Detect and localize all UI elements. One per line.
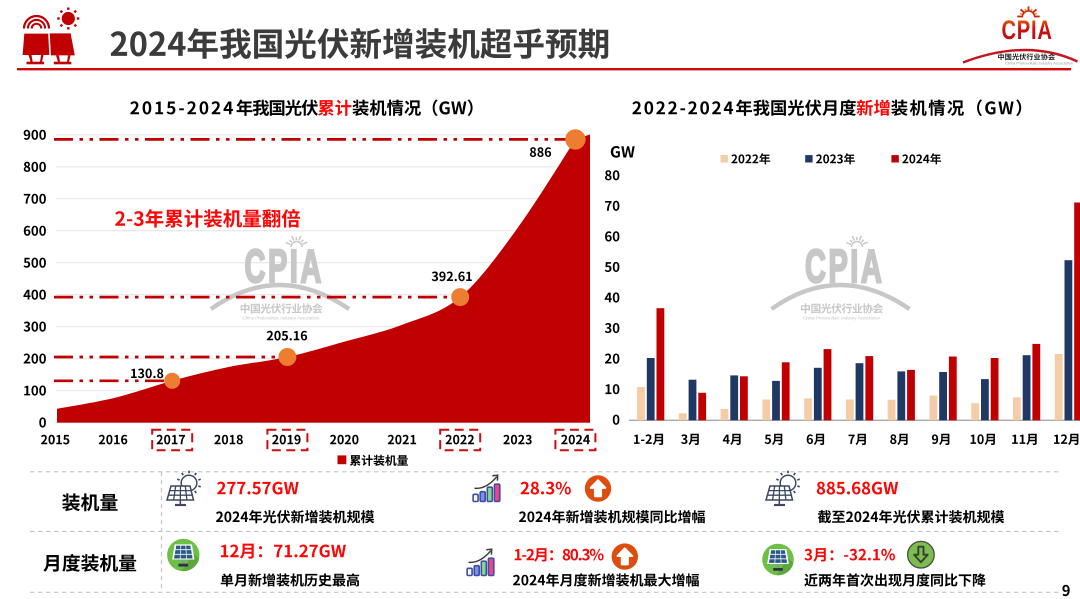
svg-text:CPIA: CPIA bbox=[245, 241, 324, 292]
svg-text:China Photovoltaic Industry As: China Photovoltaic Industry Association bbox=[1005, 61, 1073, 66]
svg-text:China Photovoltaic Industry As: China Photovoltaic Industry Association bbox=[243, 316, 320, 321]
svg-text:China Photovoltaic Industry As: China Photovoltaic Industry Association bbox=[803, 316, 880, 321]
svg-text:CPIA: CPIA bbox=[1002, 15, 1053, 44]
